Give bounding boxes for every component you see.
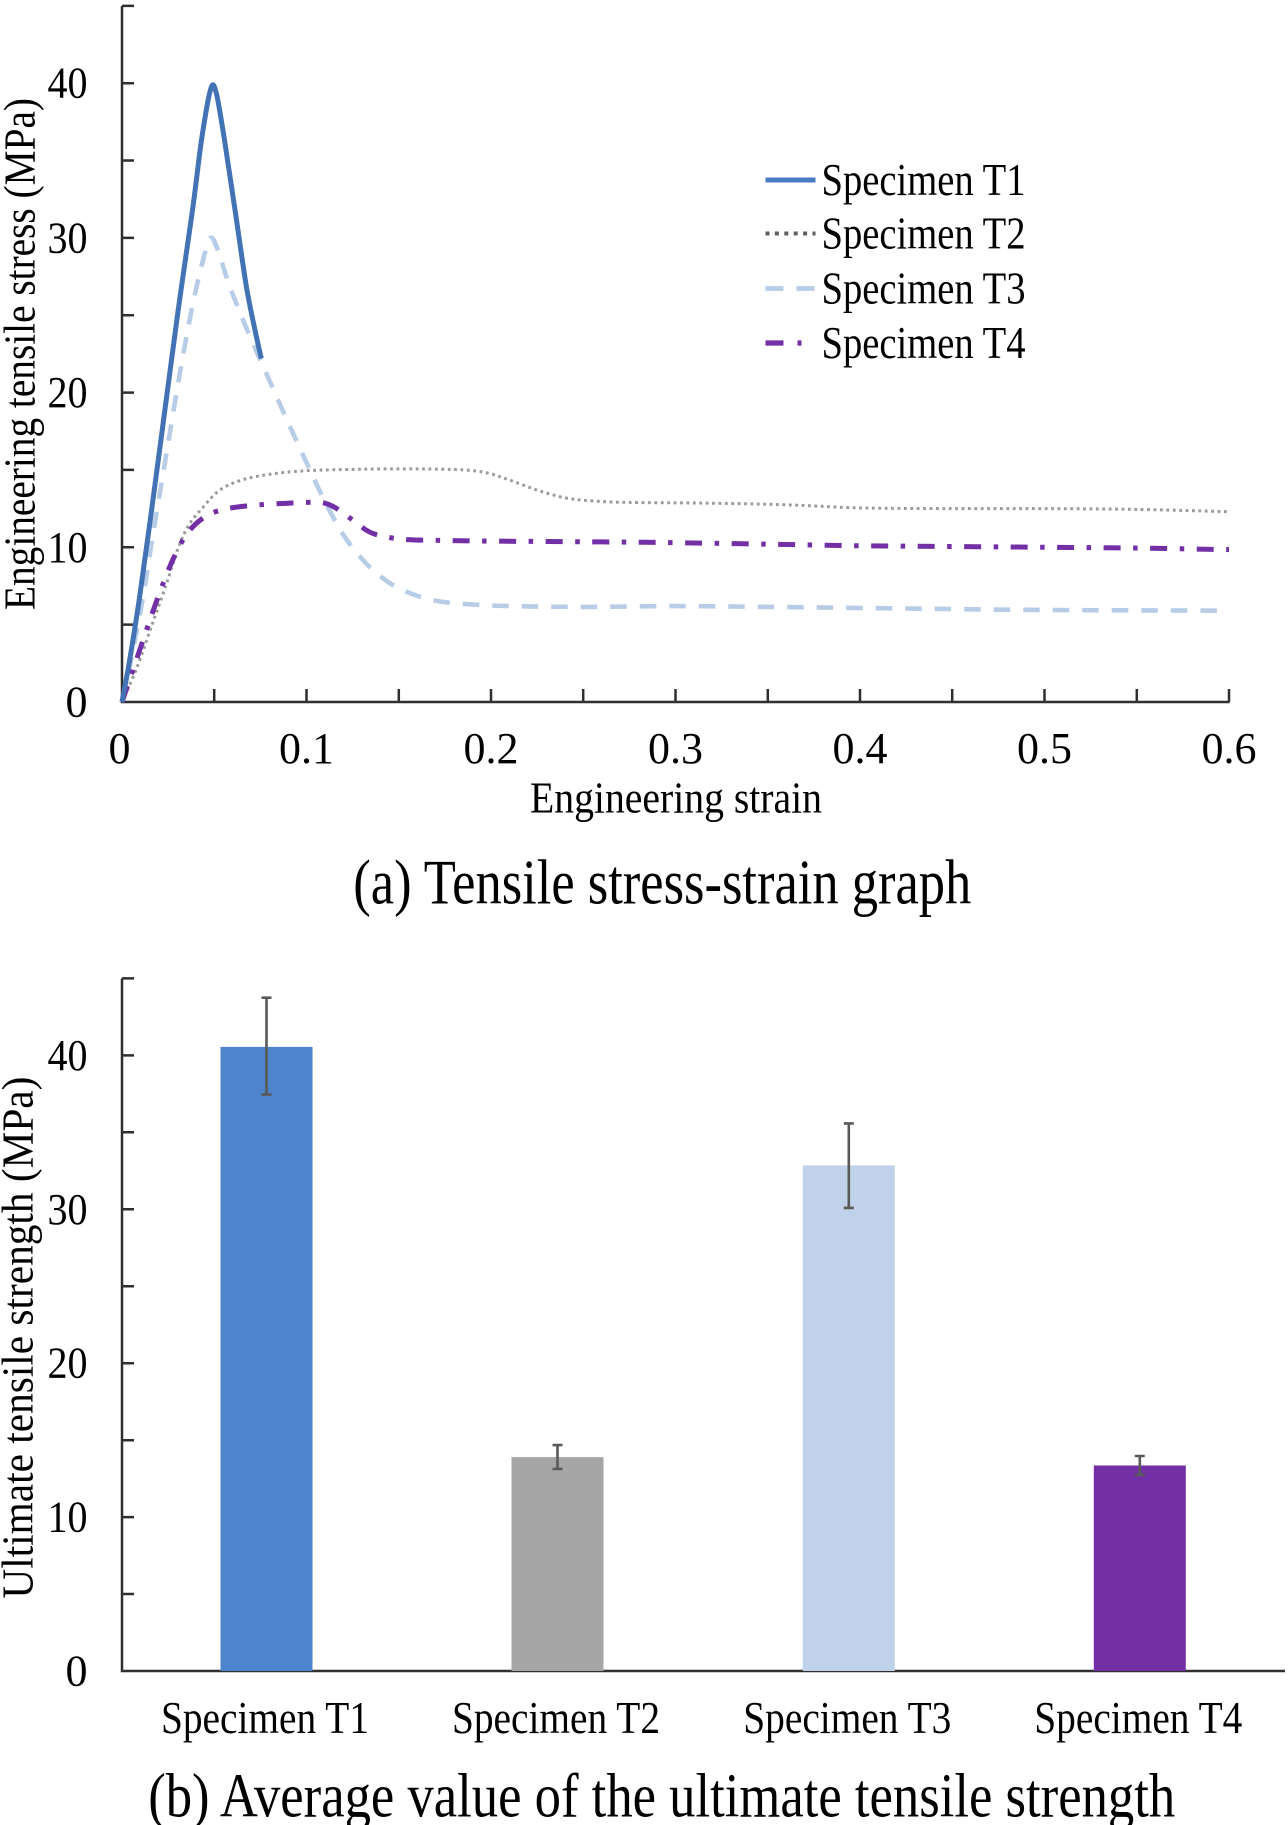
svg-text:0: 0 xyxy=(66,678,88,727)
svg-text:Specimen T2: Specimen T2 xyxy=(822,208,1026,259)
svg-text:10: 10 xyxy=(48,523,88,572)
svg-text:Specimen T4: Specimen T4 xyxy=(1034,1692,1242,1743)
svg-text:40: 40 xyxy=(48,59,88,108)
svg-text:Specimen T1: Specimen T1 xyxy=(822,154,1026,205)
svg-text:0.6: 0.6 xyxy=(1202,724,1257,773)
svg-text:0.5: 0.5 xyxy=(1017,724,1072,773)
svg-text:10: 10 xyxy=(48,1493,88,1542)
svg-text:(b) Average value of the ultim: (b) Average value of the ultimate tensil… xyxy=(148,1762,1175,1825)
svg-text:0.3: 0.3 xyxy=(648,724,703,773)
svg-text:20: 20 xyxy=(48,368,88,417)
svg-text:30: 30 xyxy=(48,1185,88,1234)
svg-text:30: 30 xyxy=(48,213,88,262)
svg-text:Specimen T4: Specimen T4 xyxy=(822,317,1026,368)
svg-text:Specimen T3: Specimen T3 xyxy=(822,263,1026,314)
svg-text:(a) Tensile stress-strain grap: (a) Tensile stress-strain graph xyxy=(353,847,971,918)
svg-text:Specimen T1: Specimen T1 xyxy=(161,1692,369,1743)
svg-text:40: 40 xyxy=(48,1031,88,1080)
svg-text:Engineering tensile stress (MP: Engineering tensile stress (MPa) xyxy=(0,98,45,610)
svg-text:0: 0 xyxy=(109,724,131,773)
svg-text:Specimen T3: Specimen T3 xyxy=(743,1692,951,1743)
svg-text:Specimen T2: Specimen T2 xyxy=(452,1692,660,1743)
svg-text:0.2: 0.2 xyxy=(464,724,519,773)
svg-text:20: 20 xyxy=(48,1339,88,1388)
svg-text:0.4: 0.4 xyxy=(833,724,888,773)
svg-text:0.1: 0.1 xyxy=(279,724,334,773)
svg-text:Engineering strain: Engineering strain xyxy=(530,774,822,823)
svg-text:Ultimate tensile strength (MPa: Ultimate tensile strength (MPa) xyxy=(0,1077,43,1599)
svg-text:0: 0 xyxy=(66,1647,88,1696)
